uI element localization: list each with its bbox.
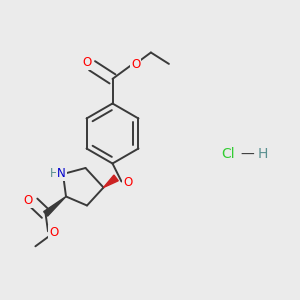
Text: N: N bbox=[57, 167, 66, 180]
Text: O: O bbox=[131, 58, 140, 71]
Polygon shape bbox=[44, 196, 66, 216]
Text: O: O bbox=[123, 176, 132, 189]
Text: Cl: Cl bbox=[221, 148, 235, 161]
Text: —: — bbox=[241, 148, 254, 161]
Text: O: O bbox=[50, 226, 58, 239]
Text: O: O bbox=[23, 194, 32, 207]
Text: H: H bbox=[50, 167, 58, 180]
Polygon shape bbox=[103, 175, 118, 188]
Text: H: H bbox=[257, 148, 268, 161]
Text: O: O bbox=[82, 56, 91, 69]
